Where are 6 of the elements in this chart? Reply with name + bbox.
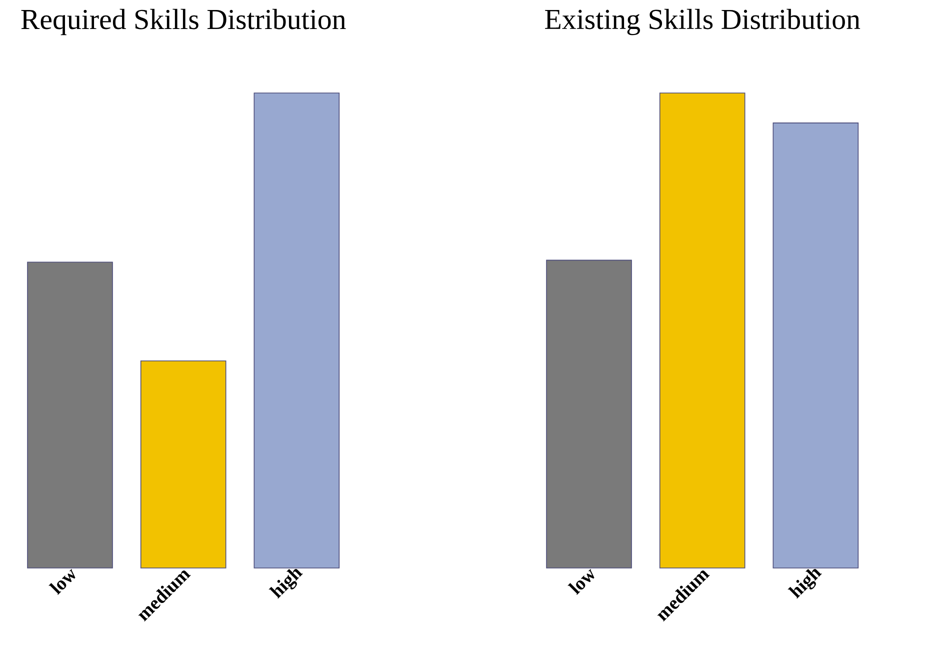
x-tick-label: high bbox=[268, 568, 303, 599]
x-tick-label: low bbox=[48, 568, 76, 595]
x-tick-label: high bbox=[788, 568, 822, 599]
chart-title: Existing Skills Distribution bbox=[545, 8, 860, 36]
x-tick-label: low bbox=[568, 568, 594, 595]
chart-title: Required Skills Distribution bbox=[21, 8, 346, 36]
